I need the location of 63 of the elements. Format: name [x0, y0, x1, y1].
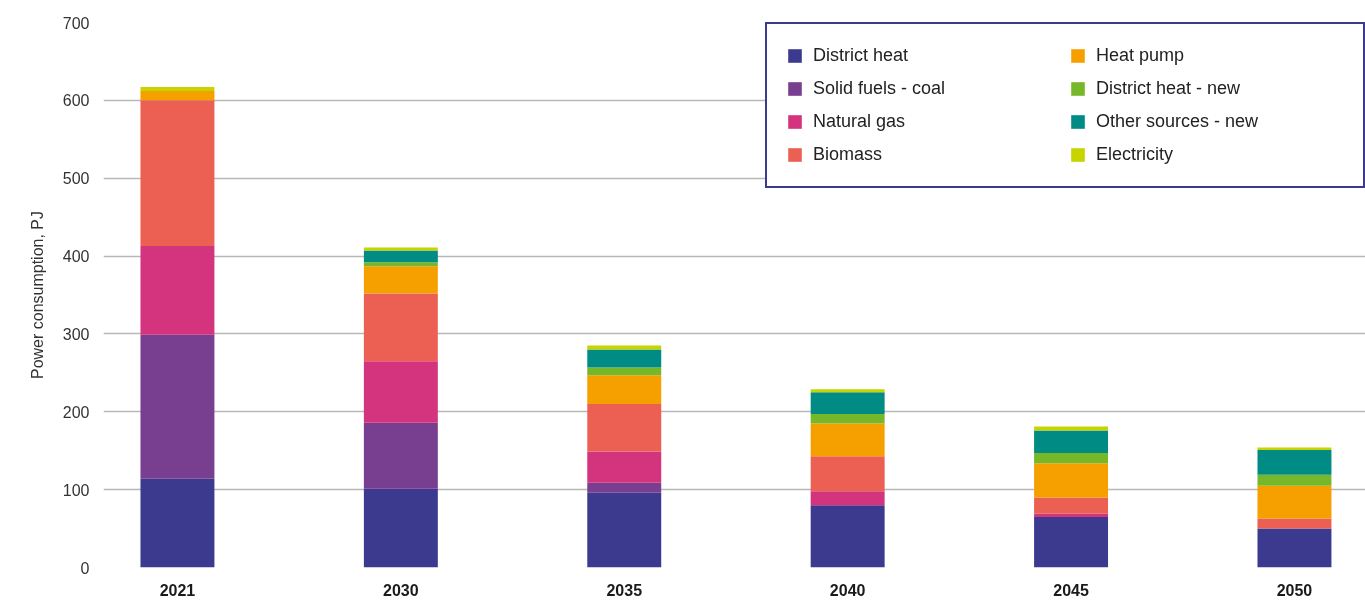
bar: [587, 404, 662, 452]
bar: [1257, 518, 1332, 529]
bar: [363, 250, 438, 263]
bar: [363, 247, 438, 251]
bar: [1034, 497, 1109, 514]
bar: [1034, 453, 1109, 464]
y-tick-label: 700: [62, 14, 90, 32]
bar: [140, 245, 215, 335]
bar: [1034, 513, 1109, 517]
y-axis-title: Power consumption, PJ: [28, 210, 46, 380]
bar: [810, 389, 885, 393]
bar: [363, 293, 438, 362]
legend-label: Electricity: [1096, 143, 1174, 166]
legend-label: Biomass: [813, 143, 884, 166]
bar: [587, 349, 662, 368]
legend-label: Solid fuels - coal: [813, 77, 947, 100]
bar: [587, 375, 662, 404]
bar: [587, 345, 662, 350]
bar: [1257, 474, 1332, 486]
y-tick-label: 600: [62, 92, 90, 110]
y-tick-label: 0: [80, 559, 90, 577]
bar: [1257, 449, 1332, 475]
bar: [810, 423, 885, 457]
bar: [363, 422, 438, 489]
legend-label: District heat - new: [1096, 77, 1242, 100]
y-tick-label: 200: [62, 403, 90, 421]
x-tick-label: 2021: [159, 581, 196, 599]
legend-label: Other sources - new: [1096, 110, 1260, 133]
bar: [587, 451, 662, 483]
bar: [810, 491, 885, 506]
bar: [810, 505, 885, 568]
bar: [810, 456, 885, 492]
x-tick-label: 2035: [606, 581, 643, 599]
bar: [363, 262, 438, 267]
bar: [1257, 528, 1332, 568]
bar: [1034, 516, 1109, 568]
x-tick-label: 2030: [383, 581, 419, 599]
bar: [1034, 463, 1109, 498]
bar: [140, 100, 215, 246]
y-tick-label: 500: [62, 170, 90, 188]
legend-label: District heat: [813, 44, 910, 67]
bar: [140, 334, 215, 479]
bar: [363, 361, 438, 423]
y-tick-label: 400: [62, 248, 90, 266]
bar: [140, 478, 215, 568]
bar: [587, 482, 662, 493]
bar: [363, 266, 438, 294]
bar: [810, 392, 885, 415]
bar: [140, 87, 215, 92]
bar: [1257, 485, 1332, 519]
bar: [587, 492, 662, 568]
legend-label: Natural gas: [813, 110, 907, 133]
bar: [587, 367, 662, 376]
bar: [363, 488, 438, 568]
bar: [810, 414, 885, 424]
bar: [140, 91, 215, 101]
y-tick-label: 300: [62, 325, 90, 343]
x-tick-label: 2045: [1053, 581, 1089, 599]
x-tick-label: 2050: [1276, 581, 1313, 599]
legend-label: Heat pump: [1096, 44, 1186, 67]
bar: [1034, 430, 1109, 454]
y-tick-label: 100: [62, 481, 90, 499]
x-tick-label: 2040: [829, 581, 866, 599]
